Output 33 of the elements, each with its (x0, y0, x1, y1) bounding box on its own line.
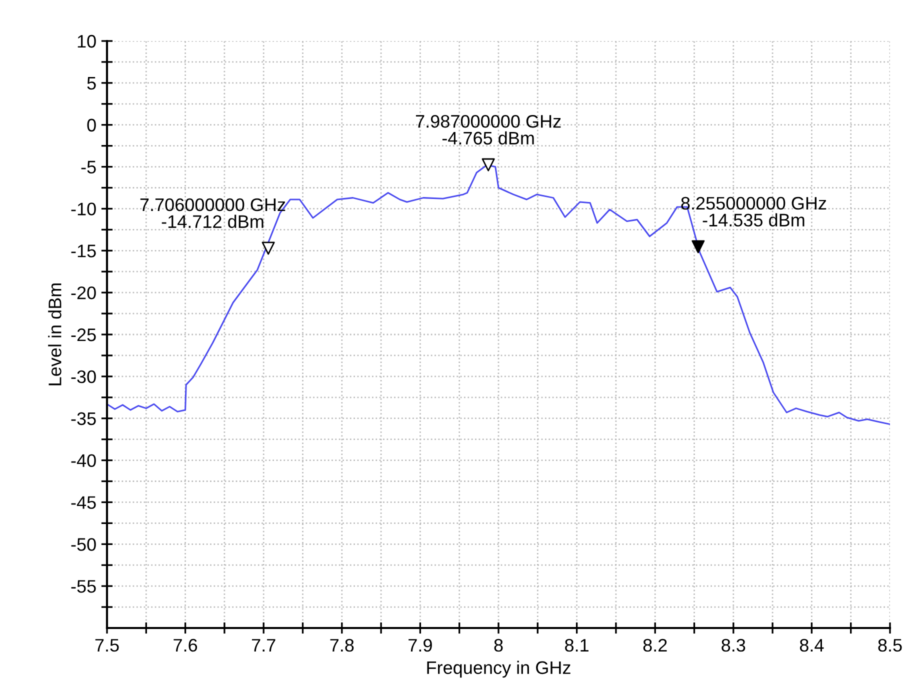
y-tick-label: 5 (87, 77, 96, 90)
x-axis-title: Frequency in GHz (427, 660, 570, 678)
y-axis-title: Level in dBm (48, 284, 62, 386)
y-tick-label: -35 (71, 412, 96, 426)
point (262, 242, 275, 255)
x-tick-label: 8.5 (878, 638, 902, 652)
y-tick-label: -25 (71, 328, 96, 342)
x-tick-label: 8.2 (643, 638, 667, 652)
annotation: 7.706000000 GHz -14.712 dBm (140, 198, 286, 228)
point (482, 158, 495, 172)
y-tick-label: -30 (71, 370, 96, 384)
x-tick-label: 7.5 (95, 639, 119, 652)
y-tick-label: -40 (71, 454, 96, 468)
x-tick-label: 8.4 (800, 638, 824, 652)
y-tick-label: 0 (87, 118, 96, 132)
y-tick-label: -20 (71, 286, 96, 300)
x-tick-label: 7.7 (252, 639, 276, 652)
point (692, 240, 705, 254)
annotation: 7.987000000 GHz -4.765 dBm (416, 114, 561, 145)
y-tick-label: -10 (71, 202, 96, 216)
x-tick-label: 7.6 (174, 638, 198, 652)
y-tick-label: -5 (81, 160, 96, 174)
y-tick-label: 10 (78, 34, 96, 48)
y-tick-label: -45 (71, 496, 96, 509)
x-tick-label: 8.3 (722, 638, 746, 652)
y-tick-label: -15 (71, 244, 96, 258)
y-tick-label: -50 (71, 538, 96, 551)
y-tick-label: -55 (71, 580, 96, 593)
x-tick-label: 8 (494, 638, 503, 652)
x-tick-label: 8.1 (565, 638, 588, 652)
x-tick-label: 7.8 (330, 638, 354, 652)
annotation: 8.255000000 GHz -14.535 dBm (681, 196, 826, 227)
x-tick-label: 7.9 (408, 638, 432, 652)
